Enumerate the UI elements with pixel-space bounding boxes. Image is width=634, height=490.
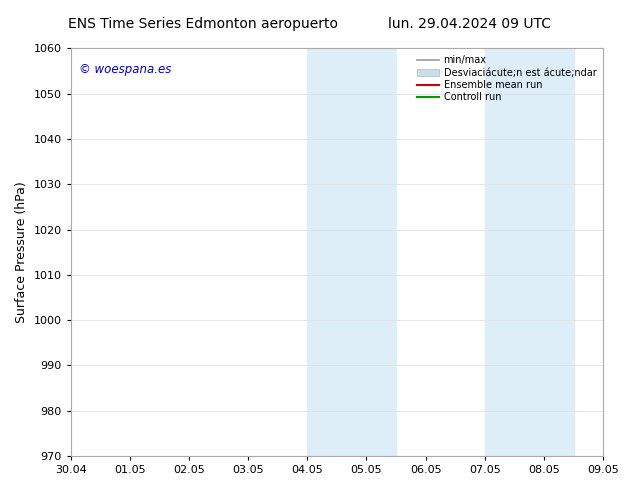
Bar — [337, 49, 396, 456]
Bar — [307, 49, 337, 456]
Y-axis label: Surface Pressure (hPa): Surface Pressure (hPa) — [15, 181, 28, 323]
Title: ENS Time Series Edmonton aeropuerto     lun. 29.04.2024 09 UTC: ENS Time Series Edmonton aeropuerto lun.… — [0, 489, 1, 490]
Text: lun. 29.04.2024 09 UTC: lun. 29.04.2024 09 UTC — [387, 17, 551, 31]
Text: ENS Time Series Edmonton aeropuerto: ENS Time Series Edmonton aeropuerto — [68, 17, 338, 31]
Bar — [514, 49, 574, 456]
Legend: min/max, Desviaciácute;n est ácute;ndar, Ensemble mean run, Controll run: min/max, Desviaciácute;n est ácute;ndar,… — [415, 53, 598, 104]
Bar — [485, 49, 514, 456]
Text: © woespana.es: © woespana.es — [79, 63, 171, 75]
